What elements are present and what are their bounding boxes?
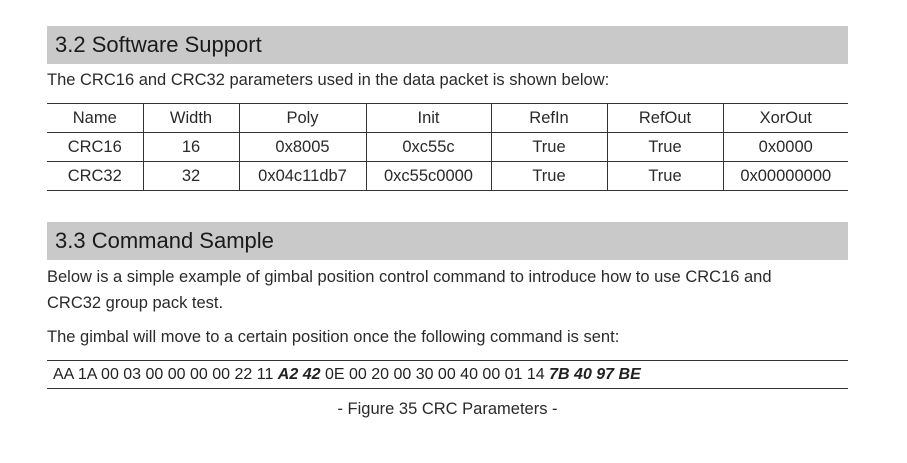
table-cell: 0x04c11db7 — [238, 161, 366, 191]
table-cell: 32 — [142, 161, 239, 191]
table-cell: True — [490, 132, 607, 162]
command-send-note: The gimbal will move to a certain positi… — [47, 328, 620, 346]
header-poly: Poly — [238, 103, 366, 133]
table-cell: CRC32 — [47, 161, 143, 191]
header-init: Init — [365, 103, 491, 133]
header-refout: RefOut — [606, 103, 723, 133]
table-cell: 0x00000000 — [722, 161, 848, 191]
figure-caption: - Figure 35 CRC Parameters - — [337, 400, 558, 418]
section-heading-command-sample: 3.3 Command Sample — [47, 222, 848, 260]
section-heading-software-support: 3.2 Software Support — [47, 26, 848, 64]
crc16-bytes: A2 42 — [277, 366, 321, 383]
table-cell: True — [606, 132, 723, 162]
table-cell: 0x8005 — [238, 132, 366, 162]
crc32-bytes: 7B 40 97 BE — [549, 366, 641, 383]
table-cell: 16 — [142, 132, 239, 162]
command-bytes-box: AA 1A 00 03 00 00 00 00 22 11 A2 42 0E 0… — [47, 360, 848, 389]
table-cell: CRC16 — [47, 132, 143, 162]
command-bytes-payload: 0E 00 20 00 30 00 40 00 01 14 — [320, 366, 550, 383]
table-cell: 0x0000 — [722, 132, 848, 162]
software-intro-text: The CRC16 and CRC32 parameters used in t… — [47, 71, 610, 89]
header-name: Name — [47, 103, 143, 133]
table-cell: 0xc55c — [365, 132, 491, 162]
table-row: CRC16 16 0x8005 0xc55c True True 0x0000 — [47, 132, 848, 162]
table-header-row: Name Width Poly Init RefIn RefOut XorOut — [47, 103, 848, 133]
table-cell: True — [490, 161, 607, 191]
table-cell: True — [606, 161, 723, 191]
table-cell: 0xc55c0000 — [365, 161, 491, 191]
command-bytes-header: AA 1A 00 03 00 00 00 00 22 11 — [53, 366, 278, 383]
header-refin: RefIn — [490, 103, 607, 133]
header-width: Width — [142, 103, 239, 133]
header-xorout: XorOut — [722, 103, 848, 133]
command-description-line-1: Below is a simple example of gimbal posi… — [47, 268, 772, 286]
table-row: CRC32 32 0x04c11db7 0xc55c0000 True True… — [47, 161, 848, 191]
crc-parameters-table: Name Width Poly Init RefIn RefOut XorOut… — [47, 103, 848, 191]
command-description-line-2: CRC32 group pack test. — [47, 294, 224, 312]
